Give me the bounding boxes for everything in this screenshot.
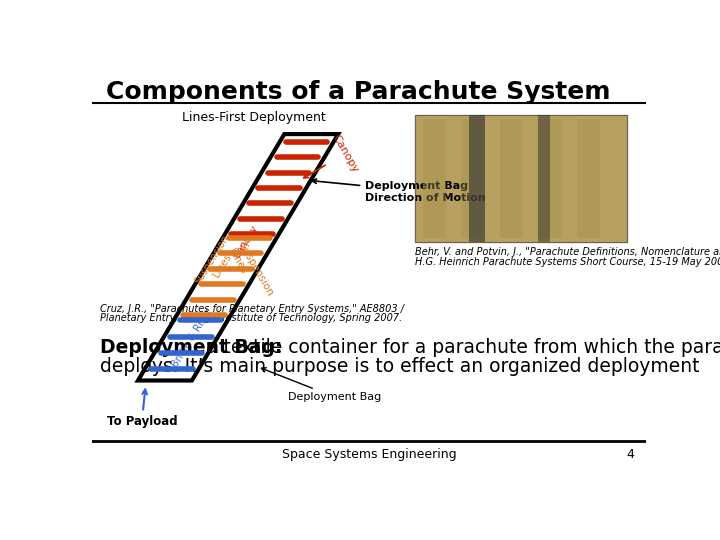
Bar <box>500 119 523 238</box>
Text: Deployment Bag:: Deployment Bag: <box>99 338 282 357</box>
Bar <box>423 119 446 238</box>
Text: deploys. It’s main purpose is to effect an organized deployment: deploys. It’s main purpose is to effect … <box>99 357 699 376</box>
Bar <box>539 115 550 242</box>
Text: Deployment Bag
Direction of Motion: Deployment Bag Direction of Motion <box>312 179 486 202</box>
Text: Suspension
Lines: Suspension Lines <box>227 241 275 304</box>
Bar <box>469 115 485 242</box>
Bar <box>577 119 600 238</box>
Text: Deployment Bag: Deployment Bag <box>261 368 382 402</box>
Text: Suspension
Lines: Suspension Lines <box>193 233 241 292</box>
Text: 4: 4 <box>627 448 634 461</box>
Bar <box>415 115 627 242</box>
Bar <box>539 119 562 238</box>
Bar <box>462 119 485 238</box>
Text: Bridle & Riser: Bridle & Riser <box>170 307 214 369</box>
Text: Cruz, J.R., "Parachutes for Planetary Entry Systems," AE8803 /: Cruz, J.R., "Parachutes for Planetary En… <box>99 303 403 314</box>
Text: Planetary Entry, Georgia Institute of Technology, Spring 2007.: Planetary Entry, Georgia Institute of Te… <box>99 313 402 323</box>
Text: Space Systems Engineering: Space Systems Engineering <box>282 448 456 461</box>
Text: Behr, V. and Potvin, J., "Parachute Definitions, Nomenclature and Types,": Behr, V. and Potvin, J., "Parachute Defi… <box>415 247 720 257</box>
Text: Lines-First Deployment: Lines-First Deployment <box>181 111 325 124</box>
Text: To Payload: To Payload <box>107 389 177 428</box>
Text: Canopy: Canopy <box>304 133 360 178</box>
Text: Components of a Parachute System: Components of a Parachute System <box>106 80 610 104</box>
Text: Canopy: Canopy <box>232 224 260 260</box>
Bar <box>415 115 627 242</box>
Text: H.G. Heinrich Parachute Systems Short Course, 15-19 May 2006.: H.G. Heinrich Parachute Systems Short Co… <box>415 257 720 267</box>
Text: a textile container for a parachute from which the parachute: a textile container for a parachute from… <box>199 338 720 357</box>
